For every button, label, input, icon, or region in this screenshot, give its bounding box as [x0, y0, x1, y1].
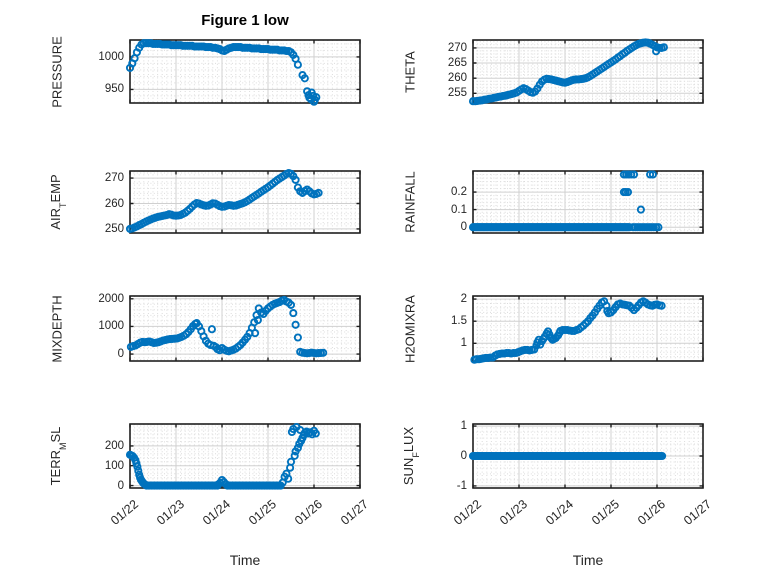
y-tick-label: 100	[104, 460, 124, 472]
panel-TERR_MSL	[125, 422, 361, 490]
y-axis-label-H2OMIXRA: H2OMIXRA	[402, 295, 418, 363]
tick-marks	[472, 40, 704, 103]
y-axis-label-RAINFALL: RAINFALL	[402, 171, 418, 233]
minor-grid	[473, 171, 703, 233]
y-axis-label-AIR_TEMP: AIRTEMP	[48, 174, 68, 230]
panel-AIR_TEMP	[125, 168, 361, 234]
major-grid	[130, 296, 360, 361]
y-tick-label: 260	[104, 198, 124, 210]
y-tick-label: 0.2	[451, 186, 467, 198]
panel-RAINFALL	[468, 170, 704, 234]
axes-box	[472, 170, 704, 234]
y-tick-label: 950	[104, 83, 124, 95]
y-tick-label: -1	[456, 480, 467, 492]
y-tick-label: 255	[447, 87, 467, 99]
y-tick-label: 265	[447, 57, 467, 69]
minor-grid	[130, 424, 360, 488]
minor-grid	[130, 40, 360, 103]
y-tick-label: 260	[447, 72, 467, 84]
y-tick-label: 1000	[98, 320, 124, 332]
axes-box	[129, 295, 361, 362]
major-grid	[130, 171, 360, 233]
x-axis-title-right: Time	[572, 552, 604, 568]
panel-PRESSURE	[125, 39, 361, 106]
y-tick-label: 200	[104, 440, 124, 452]
series-TERR_MSL-markers	[125, 422, 320, 490]
y-tick-label: 1.5	[451, 315, 467, 327]
major-grid	[130, 40, 360, 103]
minor-grid	[473, 40, 703, 103]
panel-SUN_FLUX	[468, 423, 704, 489]
tick-marks	[129, 296, 361, 361]
tick-marks	[472, 296, 704, 361]
y-tick-label: 0.1	[451, 204, 467, 216]
panel-MIXDEPTH	[126, 295, 361, 362]
y-tick-label: 270	[447, 42, 467, 54]
axes-box	[129, 170, 361, 234]
y-tick-label: 0	[117, 348, 124, 360]
axes-box	[472, 39, 704, 104]
series-THETA-markers	[468, 38, 668, 106]
y-tick-label: 2000	[98, 293, 124, 305]
y-axis-label-PRESSURE: PRESSURE	[49, 36, 65, 108]
series-PRESSURE-markers	[125, 39, 321, 106]
y-tick-label: 0	[460, 450, 467, 462]
y-tick-label: 1	[460, 337, 467, 349]
panel-H2OMIXRA	[470, 295, 704, 364]
series-H2OMIXRA-markers	[470, 297, 666, 364]
tick-marks	[129, 424, 361, 488]
series-SUN_FLUX-markers	[468, 451, 667, 461]
panel-THETA	[468, 38, 704, 106]
y-tick-label: 0	[117, 480, 124, 492]
figure-title: Figure 1 low	[201, 12, 289, 29]
axes-box	[472, 295, 704, 362]
y-axis-label-MIXDEPTH: MIXDEPTH	[49, 295, 65, 363]
series-MIXDEPTH-markers	[126, 295, 328, 358]
y-tick-label: 1	[460, 420, 467, 432]
y-axis-label-THETA: THETA	[402, 51, 418, 93]
y-tick-label: 0	[460, 221, 467, 233]
y-tick-label: 270	[104, 172, 124, 184]
series-RAINFALL-markers	[468, 170, 663, 232]
series-AIR_TEMP-markers	[125, 168, 323, 233]
x-axis-title-left: Time	[229, 552, 261, 568]
y-tick-label: 250	[104, 223, 124, 235]
y-axis-label-TERR_MSL: TERRMSL	[48, 426, 68, 486]
y-tick-label: 1000	[98, 51, 124, 63]
y-tick-label: 2	[460, 293, 467, 305]
y-axis-label-SUN_FLUX: SUNFLUX	[401, 426, 421, 486]
